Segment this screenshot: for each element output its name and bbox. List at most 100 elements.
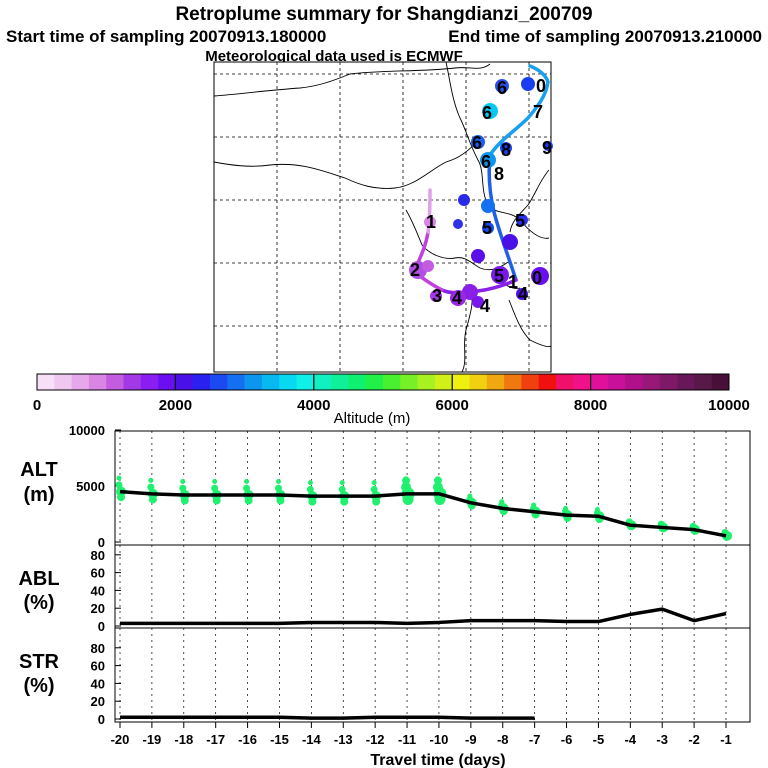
colorbar-cell — [694, 374, 712, 390]
y-tick-label: 60 — [91, 566, 105, 581]
figure-title: Retroplume summary for Shangdianzi_20070… — [175, 4, 592, 25]
panel-frame — [114, 544, 751, 629]
colorbar-cell — [71, 374, 90, 390]
colorbar-cell — [54, 374, 72, 390]
colorbar-cell — [210, 374, 228, 390]
panel-ylabel: STR — [19, 651, 60, 673]
particle-cluster — [179, 484, 187, 492]
time-series-panels: 0500010000ALT(m)020406080ABL(%)020406080… — [18, 423, 751, 727]
panel-str: 0 20 40 60 80 STR(%) — [19, 627, 751, 727]
particle-cluster — [432, 482, 443, 493]
colorbar-label: Altitude (m) — [334, 410, 411, 427]
colorbar-cell — [192, 374, 211, 390]
particle-cluster — [370, 485, 378, 493]
x-tick-label: -19 — [142, 732, 161, 747]
colorbar-cell — [37, 374, 55, 390]
colorbar-cell — [279, 374, 297, 390]
traj-label: 5 — [515, 211, 525, 231]
colorbar-cell — [348, 374, 366, 390]
particle-cluster — [180, 479, 186, 485]
x-tick-label: -20 — [111, 732, 130, 747]
particle-cluster — [402, 476, 411, 485]
x-tick-label: -1 — [720, 732, 732, 747]
colorbar-cell — [365, 374, 384, 390]
colorbar-cell — [677, 374, 695, 390]
colorbar-cell — [434, 374, 453, 390]
panel-yunit: (%) — [23, 592, 54, 614]
particle-cluster — [340, 497, 349, 506]
traj-label: 0 — [536, 76, 546, 96]
panel-abl: 0 20 40 60 80 ABL(%) — [18, 544, 751, 634]
y-tick-label: 10000 — [69, 423, 105, 438]
colorbar-tick-label: 0 — [33, 397, 41, 414]
y-tick-label: 20 — [91, 694, 105, 709]
colorbar-cell — [140, 374, 159, 390]
colorbar-cell — [331, 374, 349, 390]
particle-cluster — [244, 479, 250, 485]
x-tick-label: -10 — [430, 732, 449, 747]
x-tick-label: -17 — [206, 732, 225, 747]
x-tick-label: -9 — [465, 732, 477, 747]
particle-cluster — [401, 482, 412, 493]
colorbar-cell — [123, 374, 142, 390]
particle-cluster — [433, 476, 442, 485]
colorbar-cell — [556, 374, 574, 390]
y-tick-label: 80 — [91, 641, 105, 656]
particle-cluster — [531, 502, 537, 508]
x-tick-label: -15 — [270, 732, 289, 747]
colorbar-frame — [36, 373, 730, 391]
colorbar-cell — [573, 374, 591, 390]
particle-cluster — [147, 483, 155, 491]
series-line — [120, 607, 727, 626]
y-tick-label: 40 — [91, 676, 105, 691]
colorbar-cell — [175, 374, 193, 390]
colorbar-cell — [88, 374, 107, 390]
colorbar-cell — [642, 374, 661, 390]
x-tick-label: -18 — [174, 732, 193, 747]
colorbar-tick-label: 6000 — [436, 397, 469, 414]
traj-label: 5 — [482, 218, 492, 238]
colorbar-tick-label: 2000 — [159, 397, 192, 414]
y-tick-label: 0 — [98, 712, 105, 727]
colorbar-cell — [590, 374, 609, 390]
traj-label: 9 — [542, 138, 552, 158]
traj-label: 4 — [518, 284, 528, 304]
particle-cluster — [244, 496, 253, 505]
colorbar-cell — [383, 374, 401, 390]
particle-cluster — [563, 505, 569, 511]
particle-cluster — [307, 480, 313, 486]
colorbar-cell — [538, 374, 557, 390]
traj-label: 4 — [452, 288, 462, 308]
x-axis-label: Travel time (days) — [370, 752, 505, 768]
colorbar-cell — [296, 374, 315, 390]
x-tick-label: -11 — [398, 732, 416, 747]
y-tick-label: 0 — [98, 535, 105, 550]
traj-label: 8 — [494, 164, 504, 184]
particle-cluster — [274, 484, 282, 492]
colorbar-cell — [521, 374, 539, 390]
particle-cluster — [371, 480, 377, 486]
x-axis: -20 -19 -18 -17 -16 -15 -14 -13 -12 -11 -10 -9 -8 -7 -… — [111, 722, 732, 747]
particle-cluster — [338, 485, 346, 493]
y-tick-label: 80 — [91, 548, 105, 563]
x-tick-label: -14 — [302, 732, 322, 747]
map-frame — [213, 61, 552, 373]
y-tick-label: 0 — [98, 619, 105, 634]
x-tick-label: -16 — [238, 732, 257, 747]
trajectory-markers — [409, 77, 553, 308]
colorbar-ticks: 0 2000 4000 6000 8000 10000 — [33, 374, 750, 414]
particle-cluster — [243, 484, 251, 492]
traj-label: 6 — [497, 78, 507, 98]
x-tick-label: -6 — [561, 732, 573, 747]
colorbar-cell — [313, 374, 332, 390]
particle-cluster — [116, 475, 122, 481]
traj-label: 3 — [432, 286, 442, 306]
trajectory-map: 6 6 6 6 8 5 5 5 4 4 4 1 1 2 3 0 0 9 7 8 — [213, 61, 553, 373]
series-line — [120, 715, 535, 720]
colorbar-cell — [400, 374, 418, 390]
met-data-label: Meteorological data used is ECMWF — [205, 48, 463, 65]
traj-label: 6 — [481, 152, 491, 172]
particle-cluster — [211, 484, 219, 492]
traj-label: 1 — [508, 272, 518, 292]
